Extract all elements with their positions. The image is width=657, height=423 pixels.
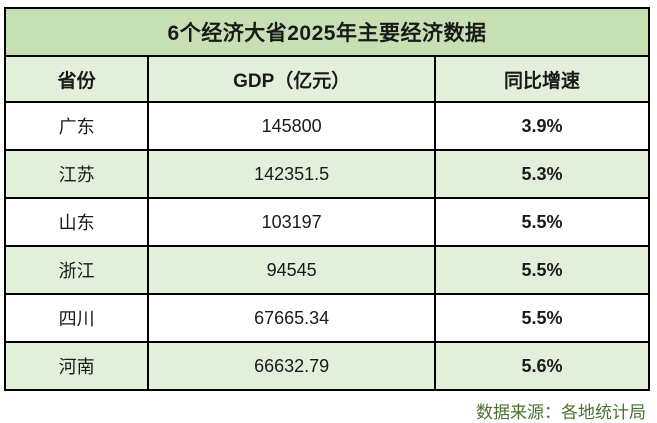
- column-header-gdp: GDP（亿元）: [147, 55, 436, 103]
- economic-data-table: 6个经济大省2025年主要经济数据 省份 GDP（亿元） 同比增速 广东 145…: [3, 7, 651, 391]
- gdp-cell: 103197: [147, 197, 436, 247]
- growth-cell: 5.6%: [433, 341, 651, 391]
- column-header-growth: 同比增速: [433, 55, 651, 103]
- table-row: 四川 67665.34 5.5%: [3, 293, 651, 343]
- gdp-cell: 145800: [147, 101, 436, 151]
- growth-cell: 5.5%: [433, 245, 651, 295]
- gdp-cell: 142351.5: [147, 149, 436, 199]
- data-source-note: 数据来源：各地统计局: [476, 403, 646, 422]
- table-header-row: 省份 GDP（亿元） 同比增速: [3, 55, 651, 103]
- growth-cell: 3.9%: [433, 101, 651, 151]
- growth-cell: 5.5%: [433, 197, 651, 247]
- growth-cell: 5.5%: [433, 293, 651, 343]
- column-header-province: 省份: [3, 55, 150, 103]
- gdp-cell: 67665.34: [147, 293, 436, 343]
- gdp-cell: 94545: [147, 245, 436, 295]
- table-title: 6个经济大省2025年主要经济数据: [4, 7, 650, 57]
- province-cell: 江苏: [3, 149, 150, 199]
- province-cell: 河南: [3, 341, 150, 391]
- table-row: 浙江 94545 5.5%: [3, 245, 651, 295]
- table-row: 广东 145800 3.9%: [3, 101, 651, 151]
- table-row: 山东 103197 5.5%: [3, 197, 651, 247]
- table-row: 河南 66632.79 5.6%: [3, 341, 651, 391]
- province-cell: 山东: [3, 197, 150, 247]
- province-cell: 广东: [3, 101, 150, 151]
- gdp-cell: 66632.79: [147, 341, 436, 391]
- province-cell: 四川: [3, 293, 150, 343]
- table-row: 江苏 142351.5 5.3%: [3, 149, 651, 199]
- growth-cell: 5.3%: [433, 149, 651, 199]
- table-title-row: 6个经济大省2025年主要经济数据: [4, 7, 650, 57]
- province-cell: 浙江: [3, 245, 150, 295]
